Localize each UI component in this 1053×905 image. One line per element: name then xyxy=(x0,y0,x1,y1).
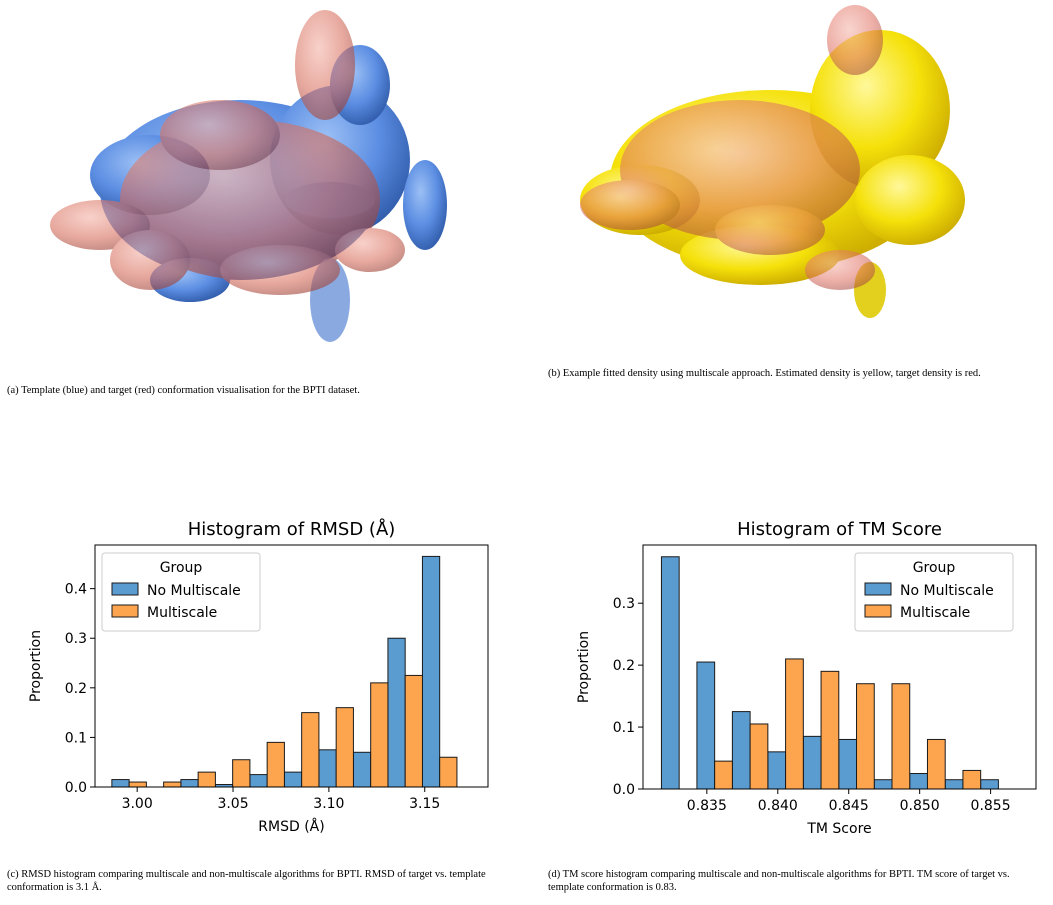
bar-multiscale xyxy=(714,760,733,790)
tm-score-histogram-svg: Histogram of TM Score 0.835 0.840 0.845 0.85… xyxy=(576,519,1037,837)
figure-b-image xyxy=(560,0,990,320)
legend-entry: No Multiscale xyxy=(147,583,241,599)
bar-no-multiscale xyxy=(283,771,303,788)
chart-title: Histogram of TM Score xyxy=(737,519,942,540)
bar-multiscale xyxy=(891,683,911,790)
y-tick-label: 0.4 xyxy=(65,582,87,598)
bar-no-multiscale xyxy=(767,751,787,790)
bar-multiscale xyxy=(785,658,804,790)
x-tick-label: 0.855 xyxy=(971,798,1011,814)
plot-frame xyxy=(94,544,489,788)
molecule-render-template-target xyxy=(50,10,447,342)
bar-multiscale xyxy=(404,674,423,788)
x-tick-label: 0.835 xyxy=(687,798,727,814)
bar-no-multiscale xyxy=(387,637,406,788)
y-tick-label: 0.3 xyxy=(613,596,635,612)
bar-multiscale xyxy=(370,682,389,788)
legend-entry: No Multiscale xyxy=(900,583,994,599)
legend-title: Group xyxy=(913,560,956,576)
plot-frame xyxy=(642,544,1037,790)
y-tick-label: 0.1 xyxy=(65,730,87,746)
figure-a-caption: (a) Template (blue) and target (red) con… xyxy=(7,385,360,396)
bar-multiscale xyxy=(439,756,458,788)
bar-no-multiscale xyxy=(249,774,268,788)
rmsd-histogram-svg: Histogram of RMSD (Å) 3.00 3.05 3.10 3.15 0.0… xyxy=(28,518,489,835)
bar-no-multiscale xyxy=(660,556,680,790)
bar-multiscale xyxy=(926,738,946,790)
legend-entry: Multiscale xyxy=(900,605,970,621)
legend-entry: Multiscale xyxy=(147,605,217,621)
y-tick-label: 0.3 xyxy=(65,631,87,647)
figure-a-image xyxy=(30,0,460,350)
y-tick-label: 0.2 xyxy=(65,681,87,697)
chart-title: Histogram of RMSD (Å) xyxy=(188,518,396,540)
x-tick-label: 3.15 xyxy=(409,796,440,812)
bar-multiscale xyxy=(197,771,216,788)
x-axis-label: TM Score xyxy=(806,821,871,837)
legend-swatch xyxy=(111,582,139,596)
y-tick-label: 0.0 xyxy=(65,780,87,796)
chart-rmsd: Histogram of RMSD (Å) 3.00 3.05 3.10 3.15 0.0… xyxy=(0,505,520,845)
bar-no-multiscale xyxy=(352,751,372,788)
bar-no-multiscale xyxy=(111,779,130,788)
y-tick-label: 0.2 xyxy=(613,658,635,674)
legend-box xyxy=(854,552,1014,632)
x-tick-label: 3.00 xyxy=(122,796,153,812)
figure-d-caption: (d) TM score histogram comparing multisc… xyxy=(548,869,1010,893)
x-tick-label: 0.850 xyxy=(900,798,940,814)
bar-multiscale xyxy=(301,712,320,788)
bar-multiscale xyxy=(335,707,354,788)
bar-no-multiscale xyxy=(909,773,928,790)
y-tick-label: 0.0 xyxy=(613,782,635,798)
bar-no-multiscale xyxy=(731,711,751,790)
bar-no-multiscale xyxy=(980,779,999,790)
bar-no-multiscale xyxy=(944,779,964,790)
bar-no-multiscale xyxy=(838,738,858,790)
bar-multiscale xyxy=(232,759,251,788)
bar-no-multiscale xyxy=(802,735,822,790)
bar-multiscale xyxy=(749,723,769,790)
figure-c-caption: (c) RMSD histogram comparing multiscale … xyxy=(7,869,486,893)
chart-tm-score: Histogram of TM Score 0.835 0.840 0.845 0.85… xyxy=(533,505,1053,845)
legend-swatch xyxy=(111,604,139,618)
y-axis-label: Proportion xyxy=(576,631,592,703)
bar-no-multiscale xyxy=(873,779,893,790)
x-axis-label: RMSD (Å) xyxy=(258,818,324,835)
molecule-render-estimated-target xyxy=(580,5,965,318)
bar-multiscale xyxy=(128,781,147,788)
legend-title: Group xyxy=(160,560,203,576)
x-tick-label: 3.05 xyxy=(217,796,248,812)
bar-multiscale xyxy=(266,741,285,788)
x-tick-label: 0.845 xyxy=(829,798,869,814)
figure-b-caption: (b) Example fitted density using multisc… xyxy=(548,368,981,379)
bar-multiscale xyxy=(856,683,875,790)
x-tick-label: 3.10 xyxy=(313,796,344,812)
bar-no-multiscale xyxy=(696,661,716,790)
bar-no-multiscale xyxy=(318,749,337,788)
bar-no-multiscale xyxy=(180,779,199,788)
y-tick-label: 0.1 xyxy=(613,720,635,736)
bar-no-multiscale xyxy=(421,555,441,788)
legend-swatch xyxy=(864,604,892,618)
bar-multiscale xyxy=(962,769,982,790)
legend-box xyxy=(101,552,261,632)
x-tick-label: 0.840 xyxy=(758,798,798,814)
bar-multiscale xyxy=(163,781,182,788)
bar-multiscale xyxy=(820,670,840,790)
legend-swatch xyxy=(864,582,892,596)
y-axis-label: Proportion xyxy=(28,630,44,702)
